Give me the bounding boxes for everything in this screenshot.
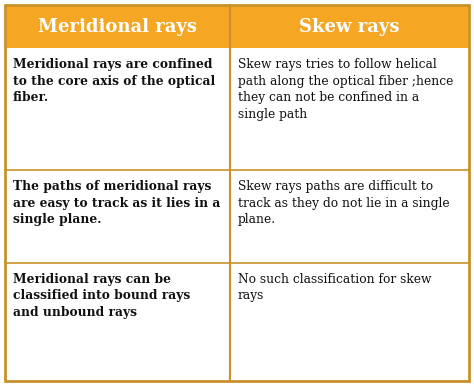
- FancyBboxPatch shape: [5, 5, 469, 48]
- Text: Skew rays paths are difficult to
track as they do not lie in a single
plane.: Skew rays paths are difficult to track a…: [238, 180, 450, 227]
- Text: No such classification for skew
rays: No such classification for skew rays: [238, 273, 431, 302]
- FancyBboxPatch shape: [5, 48, 469, 381]
- Text: Meridional rays are confined
to the core axis of the optical
fiber.: Meridional rays are confined to the core…: [13, 58, 215, 104]
- Text: The paths of meridional rays
are easy to track as it lies in a
single plane.: The paths of meridional rays are easy to…: [13, 180, 220, 227]
- Text: Skew rays: Skew rays: [299, 18, 400, 36]
- Text: Skew rays tries to follow helical
path along the optical fiber ;hence
they can n: Skew rays tries to follow helical path a…: [238, 58, 454, 121]
- Text: Meridional rays can be
classified into bound rays
and unbound rays: Meridional rays can be classified into b…: [13, 273, 190, 318]
- Text: Meridional rays: Meridional rays: [38, 18, 197, 36]
